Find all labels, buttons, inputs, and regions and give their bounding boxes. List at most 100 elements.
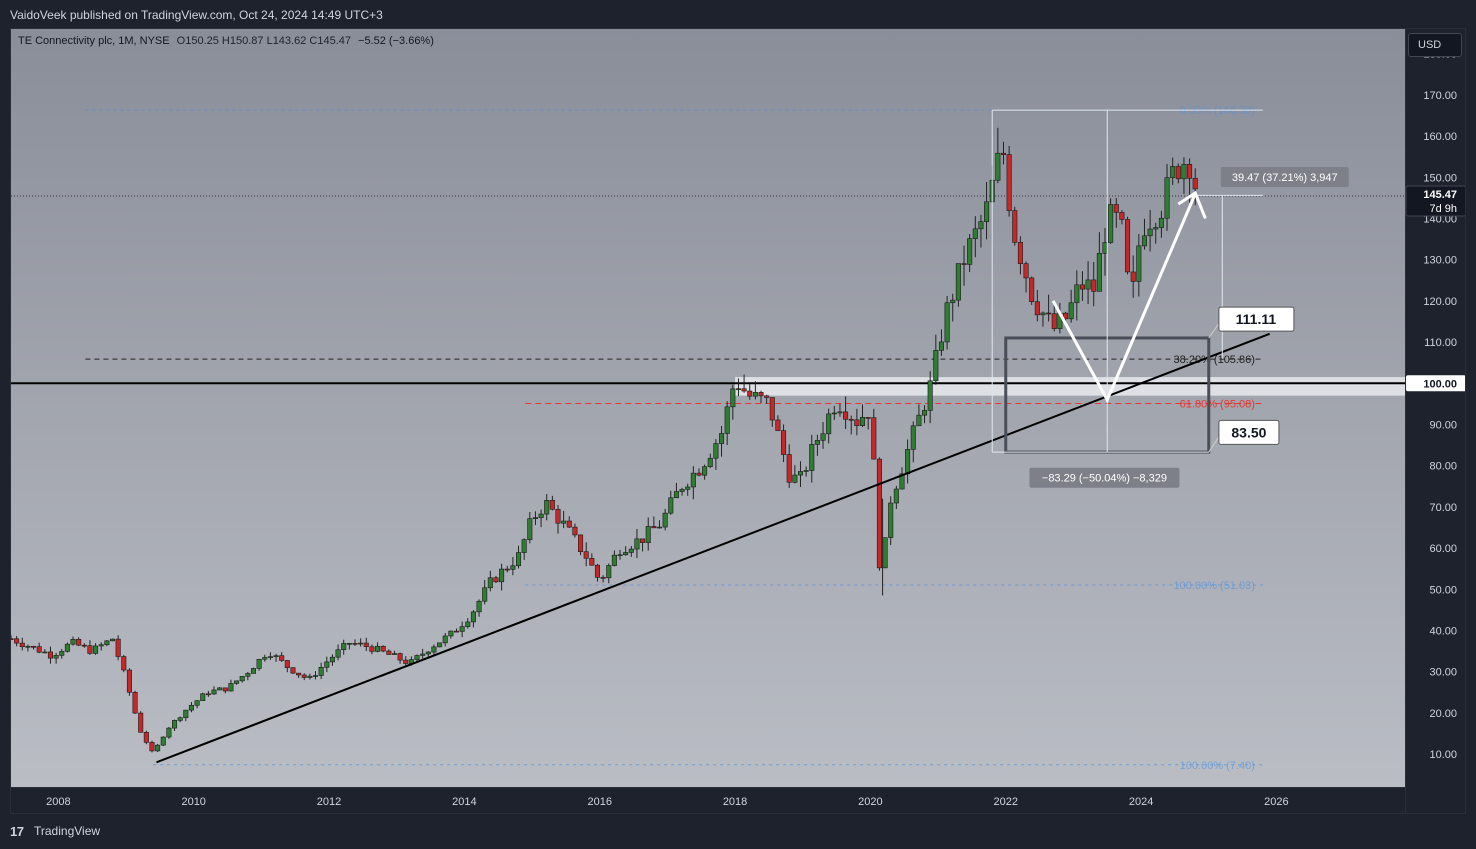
candle-body	[386, 650, 392, 655]
candle-body	[228, 683, 234, 692]
measure-label-box	[1029, 467, 1180, 488]
candle-body	[279, 655, 285, 661]
candle-body	[1141, 235, 1147, 247]
candle-body	[882, 537, 888, 569]
chart-canvas[interactable]: 0.00% (166.30)38.20% (105.86)61.80% (95.…	[11, 29, 1466, 814]
tradingview-brand[interactable]: TradingView	[34, 824, 101, 838]
callout-leader	[1208, 323, 1220, 339]
candle-body	[211, 689, 217, 695]
y-tick-label: 80.00	[1429, 461, 1457, 473]
candle-body	[98, 644, 104, 647]
x-tick-label: 2008	[46, 796, 70, 808]
y-tick-label: 20.00	[1429, 708, 1457, 720]
candle-body	[893, 488, 899, 504]
candle-body	[820, 433, 826, 441]
x-tick-label: 2012	[317, 796, 341, 808]
candle-body	[1091, 279, 1097, 292]
trendline	[156, 332, 1271, 764]
candle-body	[36, 646, 42, 653]
candle-body	[679, 489, 685, 492]
candle-body	[70, 638, 76, 645]
candle-body	[876, 458, 882, 569]
candle-body	[544, 500, 550, 515]
chart-pane[interactable]	[11, 29, 1405, 787]
currency-button[interactable]: USD	[1408, 33, 1462, 57]
price-tag-100	[1406, 375, 1465, 392]
x-tick-label: 2018	[723, 796, 747, 808]
candle-body	[549, 500, 555, 510]
symbol-legend[interactable]: TE Connectivity plc, 1M, NYSE O150.25 H1…	[18, 35, 434, 47]
candle-body	[93, 645, 99, 654]
candle-body	[166, 727, 172, 738]
candle-body	[538, 513, 544, 518]
candle-body	[1040, 312, 1046, 316]
candle-body	[183, 709, 189, 719]
candle-body	[64, 643, 70, 652]
candle-body	[730, 388, 736, 408]
candle-body	[59, 651, 65, 656]
candle-body	[1046, 312, 1052, 315]
tradingview-logo-icon[interactable]: 17	[10, 824, 24, 839]
candle-body	[194, 700, 200, 706]
candle-body	[172, 720, 178, 729]
candle-body	[662, 512, 668, 528]
candle-body	[944, 302, 950, 343]
candle-body	[1074, 284, 1080, 304]
candle-body	[200, 693, 206, 701]
measure-label-box	[1220, 167, 1349, 188]
candle-body	[1158, 217, 1164, 228]
candle-body	[476, 600, 482, 613]
candle-body	[673, 491, 679, 499]
x-tick-label: 2026	[1264, 796, 1288, 808]
candle-body	[578, 534, 584, 553]
candle-body	[380, 645, 386, 652]
candle-body	[617, 554, 623, 557]
candle-body	[1000, 152, 1007, 155]
candle-body	[786, 454, 792, 483]
time-axis[interactable]	[11, 787, 1405, 813]
candles	[11, 127, 1198, 753]
candle-body	[217, 687, 223, 691]
candle-body	[358, 642, 364, 645]
candle-body	[87, 645, 93, 654]
candle-body	[42, 651, 48, 654]
candle-body	[871, 417, 877, 460]
candle-body	[499, 568, 505, 583]
candle-body	[905, 449, 911, 475]
candle-body	[606, 565, 612, 579]
candle-body	[600, 577, 606, 579]
candle-body	[1181, 164, 1187, 180]
candle-body	[239, 676, 245, 682]
fib-levels: 0.00% (166.30)38.20% (105.86)61.80% (95.…	[85, 105, 1263, 772]
candle-body	[809, 444, 815, 471]
candle-body	[792, 474, 798, 483]
candle-body	[1023, 263, 1029, 279]
candle-body	[1113, 204, 1119, 213]
y-tick-label: 90.00	[1429, 419, 1457, 431]
candle-body	[995, 152, 1001, 181]
candle-body	[859, 417, 866, 426]
candle-body	[640, 538, 646, 543]
candle-body	[927, 380, 933, 411]
candle-body	[1192, 177, 1198, 190]
candle-body	[132, 691, 138, 714]
candle-body	[420, 653, 426, 656]
candle-body	[583, 551, 589, 559]
candle-body	[561, 520, 567, 524]
chart-frame[interactable]: 0.00% (166.30) 38.20% (105.86) 61.80% (95.…	[10, 28, 1466, 814]
x-tick-label: 2022	[994, 796, 1018, 808]
candle-body	[188, 704, 194, 711]
candle-body	[425, 651, 431, 655]
candle-body	[950, 299, 956, 304]
publish-info: VaidoVeek published on TradingView.com, …	[10, 8, 383, 22]
candle-body	[222, 687, 228, 692]
candle-body	[984, 201, 990, 222]
candle-body	[611, 554, 617, 566]
candle-body	[521, 539, 527, 553]
publish-header: VaidoVeek published on TradingView.com, …	[0, 0, 1476, 28]
candle-body	[391, 653, 397, 655]
candle-body	[1130, 271, 1136, 282]
price-axis[interactable]	[1405, 29, 1465, 813]
candle-body	[138, 712, 144, 733]
drawings	[156, 109, 1271, 764]
